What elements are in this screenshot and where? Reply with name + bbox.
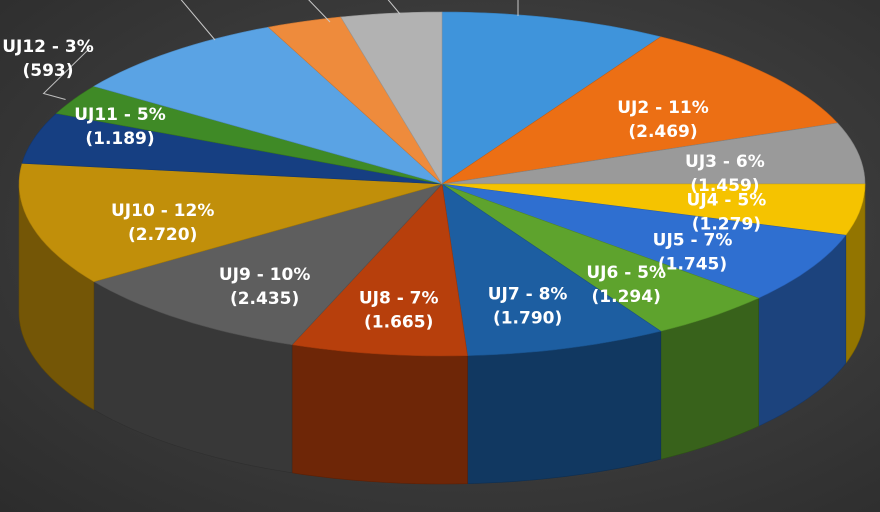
leader-line-uj12 bbox=[42, 47, 91, 100]
slice-value-uj5: (1.745) bbox=[658, 255, 727, 275]
slice-label-uj2: UJ2 - 11% bbox=[617, 98, 709, 118]
pie-slice-uj12 bbox=[55, 85, 443, 185]
slice-label-uj3: UJ3 - 6% bbox=[685, 152, 765, 172]
pie-side-uj8 bbox=[291, 344, 468, 485]
pie-slice-uj3 bbox=[441, 122, 866, 185]
slice-label-uj8: UJ8 - 7% bbox=[359, 289, 439, 309]
pie-slice-uj9 bbox=[93, 183, 443, 346]
pie-slice-uj13 bbox=[93, 26, 443, 185]
leader-line-top-3 bbox=[308, 0, 331, 23]
slice-label-uj12: UJ12 - 3% bbox=[2, 37, 94, 57]
slice-label-uj5: UJ5 - 7% bbox=[653, 231, 733, 251]
slice-value-uj12: (593) bbox=[22, 61, 73, 81]
slice-value-uj7: (1.790) bbox=[493, 309, 562, 329]
pie-slice-uj1 bbox=[441, 11, 662, 185]
slice-label-uj11: UJ11 - 5% bbox=[74, 105, 166, 125]
slice-value-uj4: (1.279) bbox=[692, 215, 761, 235]
slice-labels: UJ2 - 11% (2.469) UJ3 - 6% (1.459)UJ4 - 5% (… bbox=[2, 37, 766, 333]
slice-label-uj6: UJ6 - 5% bbox=[586, 263, 666, 283]
slice-value-uj8: (1.665) bbox=[364, 313, 433, 333]
pie-slice-uj6 bbox=[441, 183, 760, 332]
slice-label-uj10: UJ10 - 12% bbox=[111, 201, 214, 221]
leader-lines bbox=[42, 0, 519, 100]
leader-line-top-2 bbox=[180, 0, 216, 41]
pie-slice-uj7 bbox=[441, 183, 662, 357]
slice-label-uj9: UJ9 - 10% bbox=[219, 265, 311, 285]
pie-slice-uj8 bbox=[291, 183, 468, 357]
slice-value-uj3: (1.459) bbox=[690, 176, 759, 196]
pie-top-faces bbox=[18, 11, 866, 357]
pie-slice-uj14 bbox=[267, 16, 443, 185]
pie-slice-uj5 bbox=[441, 183, 847, 299]
pie-side-walls bbox=[18, 183, 866, 485]
slice-label-uj7: UJ7 - 8% bbox=[488, 285, 568, 305]
slice-label-uj4: UJ4 - 5% bbox=[687, 191, 767, 211]
slice-value-uj11: (1.189) bbox=[85, 129, 154, 149]
pie-slice-uj4 bbox=[441, 183, 866, 236]
pie-slice-uj15 bbox=[340, 11, 443, 186]
pie-slice-uj11 bbox=[21, 113, 443, 185]
slice-value-uj9: (2.435) bbox=[230, 289, 299, 309]
pie-slice-uj10 bbox=[18, 162, 443, 283]
leader-line-top-4 bbox=[387, 0, 401, 15]
slice-value-uj10: (2.720) bbox=[128, 225, 197, 245]
pie-slice-uj2 bbox=[441, 36, 839, 185]
slice-value-uj6: (1.294) bbox=[592, 287, 661, 307]
slice-value-uj2: (2.469) bbox=[628, 122, 697, 142]
